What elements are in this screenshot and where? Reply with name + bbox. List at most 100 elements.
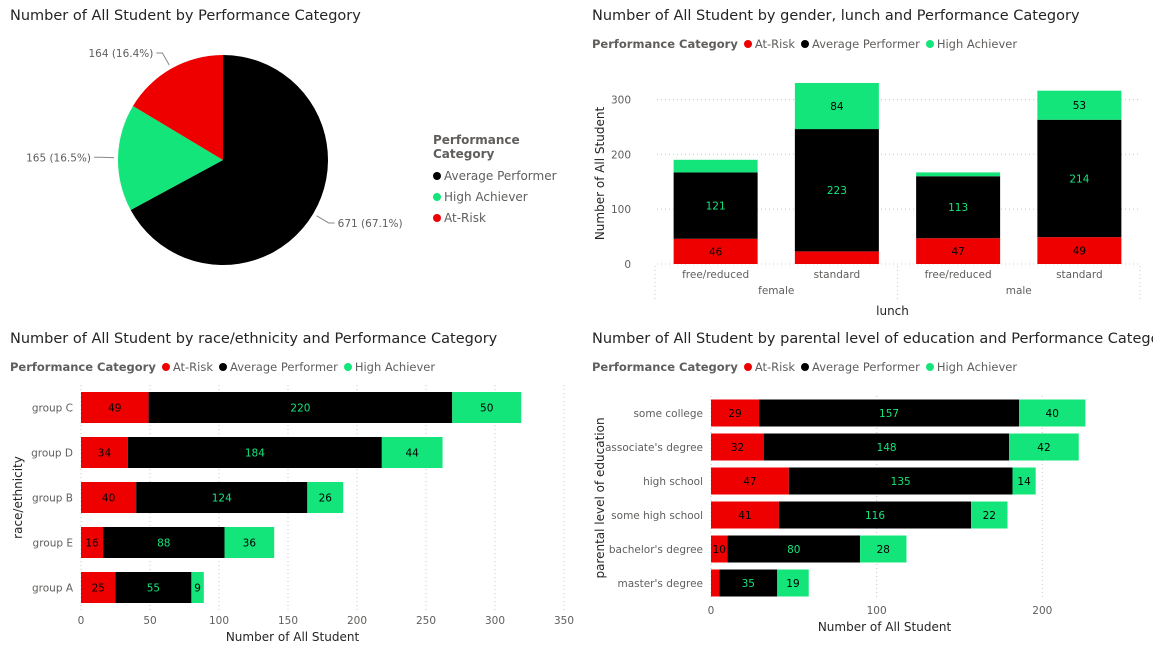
data-label: 135 — [891, 476, 911, 488]
x-tick-label: 50 — [143, 615, 156, 627]
legend-item-high[interactable]: High Achiever — [925, 360, 1017, 374]
pie-slice — [130, 55, 328, 265]
data-label: 124 — [212, 493, 232, 505]
data-label: 9 — [194, 583, 201, 595]
gender-lunch-chart: 0 100 200 300 46 121 free/reduced 223 84 standard… — [593, 83, 1141, 318]
gender-lunch-title: Number of All Student by gender, lunch a… — [592, 8, 1080, 24]
data-label: 34 — [98, 448, 112, 460]
data-label: 16 — [85, 538, 99, 550]
y-tick-label: associate's degree — [605, 442, 703, 454]
legend-item-high[interactable]: High Achiever — [925, 37, 1017, 51]
y-tick-label: 100 — [611, 204, 631, 216]
pie-legend-item-atrisk[interactable]: At-Risk — [433, 211, 570, 225]
bar-segment — [711, 467, 789, 495]
pie-data-label: 671 (67.1%) — [338, 218, 403, 230]
data-label: 49 — [1073, 246, 1086, 258]
x-tick-label: 250 — [416, 615, 436, 627]
pie-leader-line — [316, 215, 335, 224]
data-label: 41 — [738, 510, 751, 522]
legend-item-high[interactable]: High Achiever — [343, 360, 435, 374]
bar-segment — [711, 569, 720, 597]
pie-panel: Number of All Student by Performance Cat… — [10, 8, 570, 318]
bar-segment — [971, 501, 1008, 529]
parent-edu-chart: 0 100 200 29 157 40 some college 32 148 42 associa… — [593, 396, 1086, 634]
bar-segment — [81, 572, 116, 603]
data-label: 10 — [713, 544, 726, 556]
bar-segment — [711, 535, 728, 563]
y-tick-label: some high school — [611, 510, 703, 522]
data-label: 19 — [786, 578, 799, 590]
bar-segment — [381, 437, 443, 468]
pie-data-label: 164 (16.4%) — [88, 48, 153, 60]
y-tick-label: 200 — [611, 149, 631, 161]
y-axis-title: parental level of education — [593, 417, 607, 578]
data-label: 148 — [877, 442, 897, 454]
pie-legend-item-high[interactable]: High Achiever — [433, 190, 570, 204]
atrisk-dot-icon — [743, 363, 752, 371]
x-group-label: male — [1006, 285, 1032, 297]
y-tick-label: group C — [32, 403, 73, 415]
y-tick-label: group B — [32, 493, 73, 505]
race-legend: Performance Category At-Risk Average Per… — [10, 360, 436, 374]
legend-item-atrisk[interactable]: At-Risk — [743, 37, 795, 51]
parent-edu-title: Number of All Student by parental level … — [592, 331, 1153, 347]
data-label: 157 — [879, 408, 899, 420]
pie-leader-line — [156, 52, 170, 66]
legend-item-atrisk[interactable]: At-Risk — [161, 360, 213, 374]
data-label: 32 — [731, 442, 744, 454]
x-axis-title: lunch — [876, 304, 909, 318]
data-label: 46 — [709, 246, 723, 258]
high-dot-icon — [925, 40, 934, 48]
bar-segment — [1037, 119, 1122, 238]
average-dot-icon — [219, 363, 227, 371]
bar-segment — [794, 129, 879, 252]
bar-segment — [224, 527, 275, 558]
x-tick-label: free/reduced — [682, 269, 749, 281]
bar-segment — [794, 83, 879, 130]
data-label: 29 — [728, 408, 741, 420]
bar-segment — [673, 159, 758, 173]
y-axis-title: race/ethnicity — [11, 456, 25, 539]
legend-item-atrisk[interactable]: At-Risk — [743, 360, 795, 374]
legend-item-average[interactable]: Average Performer — [801, 360, 920, 374]
data-label: 40 — [1046, 408, 1059, 420]
legend-item-average[interactable]: Average Performer — [219, 360, 338, 374]
pie-slice — [132, 55, 223, 160]
parent-edu-panel: Number of All Student by parental level … — [592, 331, 1153, 643]
data-label: 113 — [948, 202, 968, 214]
data-label: 84 — [830, 101, 844, 113]
bar-segment — [81, 482, 137, 513]
bar-segment — [127, 437, 382, 468]
high-dot-icon — [343, 363, 352, 371]
data-label: 214 — [1069, 173, 1089, 185]
bar-segment — [777, 569, 809, 597]
y-tick-label: high school — [643, 476, 703, 488]
data-label: 223 — [827, 185, 847, 197]
data-label: 36 — [243, 538, 257, 550]
data-label: 14 — [1017, 476, 1031, 488]
pie-data-label: 165 (16.5%) — [26, 152, 91, 164]
bar-segment — [191, 572, 204, 603]
data-label: 220 — [290, 403, 310, 415]
bar-segment — [81, 392, 149, 423]
bar-segment — [719, 569, 778, 597]
y-tick-label: group D — [31, 448, 73, 460]
x-tick-label: 0 — [78, 615, 85, 627]
race-title: Number of All Student by race/ethnicity … — [10, 331, 498, 347]
bar-segment — [1037, 90, 1122, 120]
x-tick-label: free/reduced — [925, 269, 992, 281]
bar-segment — [778, 501, 972, 529]
pie-legend-item-average[interactable]: Average Performer — [433, 169, 570, 183]
data-label: 25 — [92, 583, 105, 595]
bar-segment — [673, 238, 758, 264]
atrisk-dot-icon — [433, 214, 441, 222]
race-panel: Number of All Student by race/ethnicity … — [10, 331, 580, 644]
legend-item-average[interactable]: Average Performer — [801, 37, 920, 51]
data-label: 121 — [706, 201, 726, 213]
data-label: 49 — [108, 403, 121, 415]
bar-segment — [727, 535, 861, 563]
data-label: 80 — [787, 544, 800, 556]
bar-segment — [759, 399, 1020, 427]
bar-segment — [1037, 237, 1122, 264]
bar-segment — [764, 433, 1010, 461]
